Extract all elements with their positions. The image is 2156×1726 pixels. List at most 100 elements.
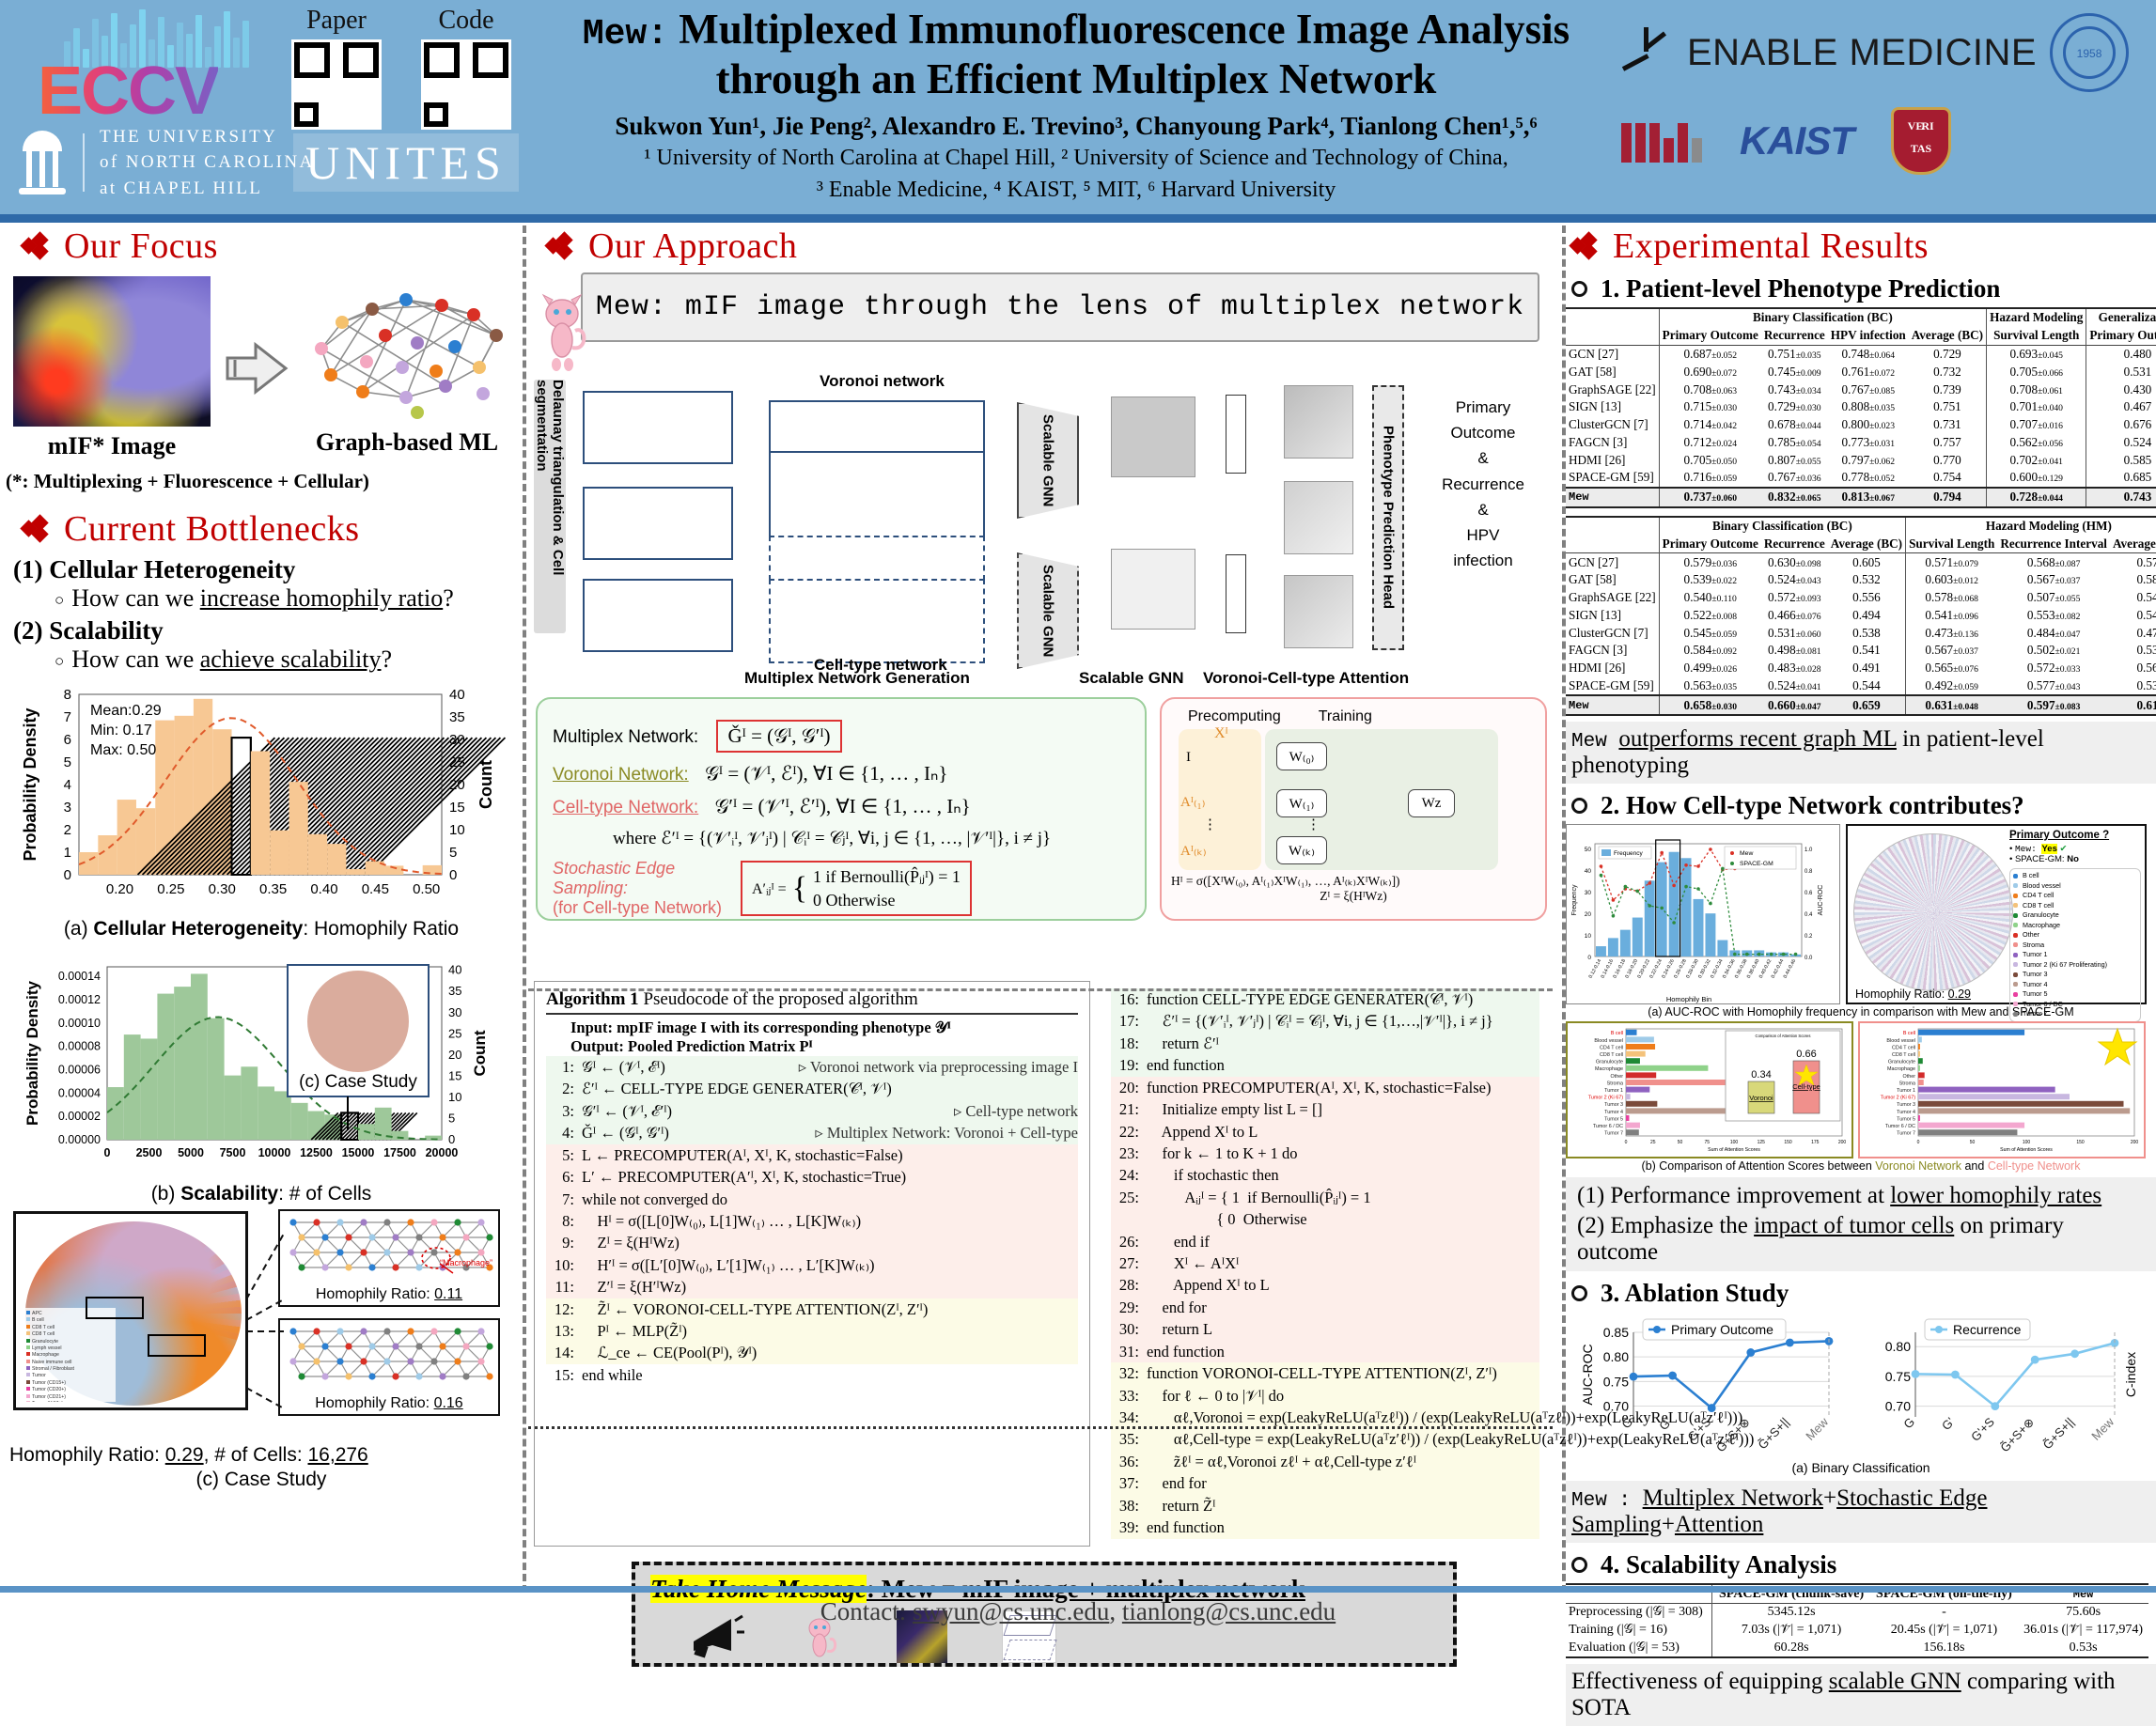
- paper-qr-group[interactable]: Paper: [291, 6, 382, 130]
- svg-text:Tumor 5: Tumor 5: [1604, 1117, 1623, 1123]
- svg-text:Other: Other: [1611, 1074, 1624, 1080]
- svg-text:CD4 T cell: CD4 T cell: [1600, 1046, 1623, 1051]
- svg-text:150: 150: [1784, 1140, 1792, 1145]
- zoom-1-homophily: Homophily Ratio: 0.11: [315, 1286, 463, 1302]
- svg-text:0.80: 0.80: [1603, 1349, 1629, 1364]
- contact-line: Contact: swyun@cs.unc.edu, tianlong@cs.u…: [820, 1597, 1336, 1625]
- primary-outcome-question: Primary Outcome ?: [2009, 830, 2110, 842]
- unc-line-2: of NORTH CAROLINA: [100, 152, 315, 173]
- circle-bullet-icon: [1571, 798, 1587, 815]
- pipeline-preprocessing-bar: Delaunay triangulation & Cell segmentati…: [534, 380, 566, 633]
- svg-text:Cell-type: Cell-type: [1792, 1082, 1820, 1091]
- svg-text:B cell: B cell: [1903, 1031, 1915, 1036]
- svg-text:25: 25: [449, 754, 465, 770]
- network-graph-blob: [1853, 833, 2013, 992]
- chart-ablation-recurrence: 0.70 0.75 0.80 G G' G'+S G̃+S+⊗ G̃+S+|| Mew C-ind…: [1885, 1318, 2138, 1455]
- zoom-2-homophily: Homophily Ratio: 0.16: [315, 1395, 463, 1411]
- svg-text:0.45: 0.45: [362, 881, 389, 897]
- svg-text:Mean:0.29: Mean:0.29: [90, 703, 162, 719]
- svg-text:Primary Outcome: Primary Outcome: [1671, 1322, 1773, 1337]
- label-X: Xᴵ: [1214, 725, 1228, 741]
- mif-image-thumbnail: [13, 276, 211, 427]
- bottleneck-2-question: ○ How can we achieve scalability?: [55, 645, 393, 673]
- svg-text:0.30: 0.30: [209, 881, 236, 897]
- finding-1: (1) Performance improvement at lower hom…: [1577, 1183, 2102, 1209]
- case-study-caption: (c) Case Study: [195, 1469, 327, 1490]
- output-matrix-2: [1284, 481, 1353, 554]
- svg-text:Sum of Attention Scores: Sum of Attention Scores: [1708, 1147, 1760, 1153]
- right-column: Experimental Results 1. Patient-level Ph…: [1566, 225, 2156, 1726]
- svg-text:Count: Count: [477, 760, 495, 809]
- output-matrix-1: [1284, 385, 1353, 459]
- svg-text:1: 1: [64, 845, 71, 861]
- svg-text:4: 4: [64, 777, 71, 793]
- case-study-figure: APC B cell CD8 T cell CD8 T cell Granulocyte…: [0, 1209, 508, 1444]
- svg-text:Macrophage: Macrophage: [1595, 1066, 1623, 1072]
- svg-text:Mew: Mew: [2088, 1414, 2117, 1443]
- svg-text:0.70: 0.70: [1885, 1399, 1911, 1414]
- svg-text:Mew: Mew: [1803, 1414, 1831, 1443]
- code-qr-code[interactable]: [421, 39, 511, 130]
- diamond-bullet-icon: [544, 231, 573, 260]
- svg-text:35: 35: [449, 709, 465, 725]
- arrow-right-icon: [226, 341, 289, 396]
- svg-text:30: 30: [448, 1005, 461, 1019]
- svg-text:Min: 0.17: Min: 0.17: [90, 723, 152, 739]
- paper-qr-code[interactable]: [291, 39, 382, 130]
- panel-b-caption: (b) Comparison of Attention Scores betwe…: [1641, 1159, 2081, 1174]
- svg-text:200: 200: [1838, 1140, 1847, 1145]
- svg-text:Tumor 5: Tumor 5: [1897, 1117, 1915, 1123]
- def-celltype-row: Cell-type Network: 𝒢′ᴵ = (𝒱′ᴵ, ℰ′ᴵ), ∀I …: [553, 795, 1130, 818]
- label-stochastic-edge-sampling: Stochastic Edge Sampling:: [553, 859, 676, 897]
- svg-text:3: 3: [64, 800, 71, 816]
- svg-text:Stroma: Stroma: [1607, 1081, 1623, 1087]
- svg-text:Stroma: Stroma: [1899, 1081, 1915, 1087]
- svg-text:17500: 17500: [383, 1146, 416, 1159]
- partner-logos: ENABLE MEDICINE 1958 KAIST VE RI TAS: [1621, 13, 2148, 175]
- svg-text:Tumor 2 (Ki 67): Tumor 2 (Ki 67): [1881, 1096, 1915, 1101]
- svg-text:0: 0: [1625, 1140, 1628, 1145]
- note-scalable-gnn: Effectiveness of equipping scalable GNN …: [1566, 1664, 2156, 1726]
- svg-text:Probability Density: Probability Density: [23, 980, 41, 1126]
- results-table-2: Binary Classification (BC) Hazard Modelin…: [1566, 516, 2156, 717]
- svg-text:G'+S: G'+S: [1968, 1415, 1997, 1444]
- kaist-logo: KAIST: [1740, 118, 1854, 163]
- contact-email-1[interactable]: swyun@cs.unc.edu: [913, 1597, 1110, 1625]
- svg-text:20: 20: [448, 1048, 461, 1062]
- svg-text:Blood vessel: Blood vessel: [1886, 1038, 1915, 1044]
- unc-wordmark: THE UNIVERSITY of NORTH CAROLINA at CHAP…: [100, 124, 315, 202]
- svg-text:35: 35: [448, 984, 461, 998]
- def-voronoi-row: Voronoi Network: 𝒢ᴵ = (𝒱ᴵ, ℰᴵ), ∀I ∈ {1,…: [553, 762, 1130, 785]
- svg-text:Count: Count: [471, 1030, 489, 1076]
- svg-text:C-index: C-index: [2123, 1352, 2138, 1397]
- label-AK: Aᴵ₍ₖ₎: [1180, 844, 1207, 859]
- svg-text:Tumor 6 / DC: Tumor 6 / DC: [1885, 1124, 1915, 1129]
- label-voronoi-network: Voronoi Network:: [553, 765, 689, 785]
- input-plate-2: [583, 487, 733, 560]
- svg-text:7500: 7500: [220, 1146, 246, 1159]
- section-title-our-approach: Our Approach: [588, 226, 798, 266]
- contact-email-2[interactable]: tianlong@cs.unc.edu: [1121, 1597, 1336, 1625]
- svg-text:100: 100: [1730, 1140, 1739, 1145]
- eq-celltype-where: where ℰ′ᴵ = {(𝒱′ᵢᴵ, 𝒱′ⱼᴵ) | 𝒞ᵢᴵ = 𝒞ⱼᴵ, ∀…: [613, 829, 1052, 848]
- attention-eq-2: Zᴵ = ξ(HᴵWᴢ): [1320, 889, 1387, 903]
- svg-text:G: G: [1618, 1415, 1635, 1432]
- scalable-gnn-bottom: Scalable GNN: [1017, 552, 1079, 669]
- svg-text:20: 20: [449, 777, 465, 793]
- graph-ml-illustration: [315, 292, 503, 419]
- bottleneck-1-title: (1) Cellular Heterogeneity: [13, 555, 296, 583]
- approach-banner: Mew: mIF image through the lens of multi…: [581, 272, 1539, 342]
- svg-text:50: 50: [1678, 1140, 1683, 1145]
- footer-divider: [0, 1586, 2156, 1593]
- title-mew-prefix: Mew:: [582, 14, 669, 54]
- svg-text:G'+S: G'+S: [1685, 1415, 1714, 1444]
- unites-logo: UNITES: [293, 133, 519, 192]
- unites-label: UNITES: [305, 136, 507, 189]
- title-block: Mew: Multiplexed Immunofluorescence Imag…: [564, 6, 1588, 205]
- svg-text:5000: 5000: [178, 1146, 204, 1159]
- code-qr-group[interactable]: Code: [421, 6, 511, 130]
- svg-text:G': G': [1939, 1415, 1958, 1433]
- input-plate-1: [583, 391, 733, 464]
- diamond-bullet-icon: [20, 514, 49, 543]
- svg-text:Frequency: Frequency: [1614, 850, 1643, 857]
